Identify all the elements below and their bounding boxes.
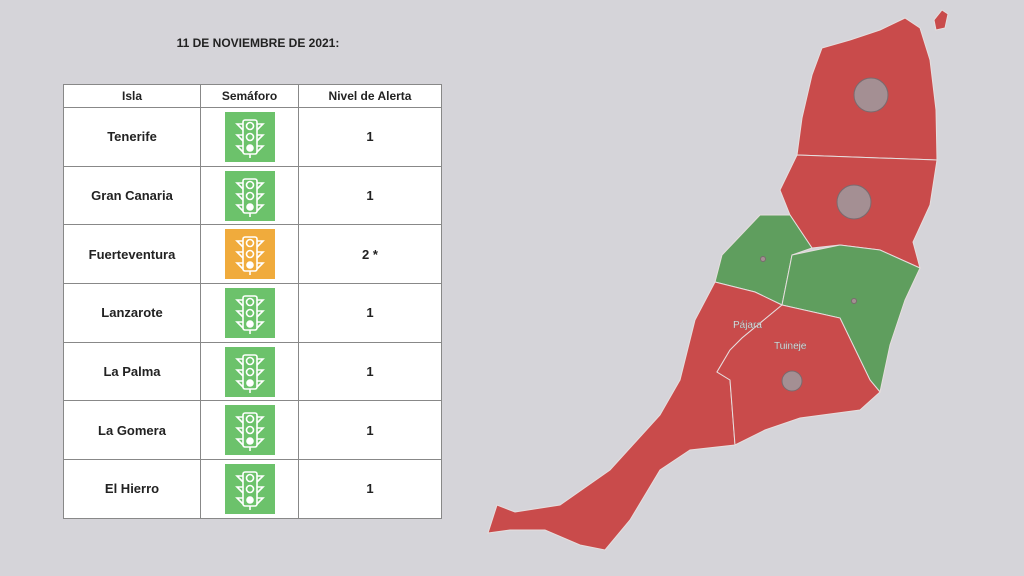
- marker: [853, 77, 889, 113]
- traffic-light-cell: [200, 283, 299, 343]
- alert-level: 1: [298, 165, 442, 226]
- icon-light: [245, 261, 254, 270]
- traffic-light-cell: [200, 400, 299, 461]
- map-label: Tuineje: [774, 341, 807, 352]
- traffic-light-cell: [200, 224, 299, 285]
- icon-shape: [234, 412, 265, 452]
- marker: [781, 370, 803, 392]
- traffic-light-cell: [200, 165, 299, 226]
- title: 11 DE NOVIEMBRE DE 2021:: [176, 36, 340, 50]
- table-row: La Palma 1: [63, 341, 442, 402]
- icon-shape: [234, 236, 265, 276]
- table-row: Tenerife 1: [63, 107, 442, 167]
- table-row: El Hierro 1: [63, 459, 442, 519]
- table-row: Fuerteventura 2 *: [63, 224, 442, 285]
- island-name: Fuerteventura: [63, 224, 201, 285]
- icon-light: [245, 437, 254, 446]
- icon-shape: [234, 471, 265, 510]
- traffic-light-icon: [224, 287, 275, 338]
- icon-shape: [234, 119, 265, 158]
- alert-table: Isla Semáforo Nivel de Alerta Tenerife 1…: [63, 84, 442, 519]
- island-name: La Palma: [63, 341, 201, 402]
- table-row: La Gomera 1: [63, 400, 442, 461]
- header-row: Isla Semáforo Nivel de Alerta: [63, 84, 442, 108]
- icon-light: [245, 496, 254, 504]
- marker: [836, 184, 872, 220]
- icon-shape: [234, 295, 265, 334]
- alert-level: 1: [298, 400, 442, 461]
- icon-shape: [234, 177, 265, 217]
- traffic-light-icon: [224, 170, 275, 221]
- traffic-light-icon: [224, 229, 275, 280]
- traffic-light-cell: [200, 341, 299, 402]
- island-name: El Hierro: [63, 459, 201, 519]
- column-header: Nivel de Alerta: [298, 84, 442, 108]
- icon-light: [245, 144, 254, 152]
- islet: [933, 9, 949, 31]
- traffic-light-icon: [224, 405, 275, 456]
- table-row: Lanzarote 1: [63, 283, 442, 343]
- traffic-light-icon: [224, 346, 275, 397]
- map-label: Pájara: [733, 320, 762, 331]
- icon-light: [245, 202, 254, 211]
- traffic-light-icon: [224, 111, 275, 162]
- icon-light: [245, 378, 254, 387]
- icon-light: [245, 320, 254, 328]
- alert-level: 1: [298, 459, 442, 519]
- alert-level: 1: [298, 341, 442, 402]
- icon-shape: [234, 353, 265, 393]
- marker: [760, 256, 766, 262]
- marker: [851, 298, 857, 304]
- traffic-light-cell: [200, 107, 299, 167]
- alert-level: 1: [298, 283, 442, 343]
- island-name: Tenerife: [63, 107, 201, 167]
- table-row: Gran Canaria 1: [63, 165, 442, 226]
- alert-level: 2 *: [298, 224, 442, 285]
- table-body: Tenerife 1 Gran Canaria 1 Fuerteventura 2 …: [63, 107, 442, 519]
- traffic-light-icon: [224, 463, 275, 514]
